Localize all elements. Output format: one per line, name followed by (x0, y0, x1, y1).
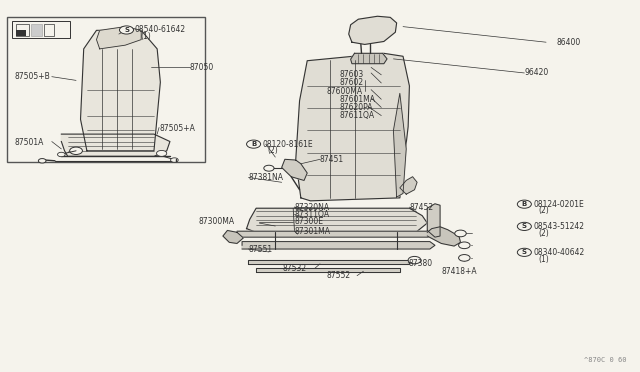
Text: 87451: 87451 (320, 155, 344, 164)
Text: 87551: 87551 (248, 245, 273, 254)
Text: 87501A: 87501A (15, 138, 44, 147)
Text: S: S (522, 249, 527, 255)
Circle shape (517, 222, 531, 231)
Text: S: S (522, 224, 527, 230)
Bar (16, 30, 26, 36)
Text: 08120-8161E: 08120-8161E (262, 140, 313, 149)
Circle shape (455, 230, 467, 237)
Text: 87301MA: 87301MA (294, 227, 330, 236)
Bar (12, 21, 70, 38)
Bar (7, 17, 205, 162)
Text: (2): (2) (268, 146, 278, 155)
Bar (31, 25, 42, 36)
Text: 87620PA: 87620PA (339, 103, 372, 112)
Circle shape (120, 26, 134, 34)
Polygon shape (97, 27, 141, 49)
Text: 87452: 87452 (410, 203, 433, 212)
Text: (1): (1) (140, 32, 150, 41)
Text: ^870C 0 60: ^870C 0 60 (584, 357, 627, 363)
Text: 96420: 96420 (524, 68, 548, 77)
Circle shape (246, 140, 260, 148)
Bar (16, 25, 29, 36)
Polygon shape (351, 53, 387, 64)
Circle shape (171, 158, 178, 162)
Text: 86400: 86400 (556, 38, 580, 47)
Text: 87603: 87603 (339, 70, 364, 79)
Polygon shape (248, 260, 410, 264)
Text: 08543-51242: 08543-51242 (533, 222, 584, 231)
Polygon shape (428, 204, 440, 237)
Text: 87311QA: 87311QA (294, 210, 330, 219)
Text: 87532: 87532 (283, 264, 307, 273)
Polygon shape (242, 241, 435, 249)
Circle shape (58, 152, 65, 157)
Polygon shape (246, 208, 428, 232)
Text: 87505+A: 87505+A (159, 124, 195, 133)
Text: 87320NA: 87320NA (294, 203, 330, 212)
Text: 08340-40642: 08340-40642 (533, 248, 584, 257)
Circle shape (459, 242, 470, 248)
Text: (2): (2) (538, 206, 549, 215)
Text: 87552: 87552 (326, 271, 351, 280)
Circle shape (517, 248, 531, 256)
Polygon shape (394, 93, 406, 197)
Circle shape (38, 158, 46, 163)
Bar (44, 25, 54, 36)
Text: B: B (251, 141, 256, 147)
Circle shape (459, 254, 470, 261)
Text: 87300E: 87300E (294, 218, 323, 227)
Text: 08540-61642: 08540-61642 (135, 25, 186, 35)
Polygon shape (296, 53, 410, 201)
Text: 87505+B: 87505+B (15, 72, 51, 81)
Text: 87611QA: 87611QA (339, 111, 374, 120)
Circle shape (264, 165, 274, 171)
Text: 87381NA: 87381NA (248, 173, 284, 182)
Text: (2): (2) (538, 228, 549, 238)
Circle shape (517, 200, 531, 208)
Text: 08124-0201E: 08124-0201E (533, 200, 584, 209)
Text: 87600MA: 87600MA (326, 87, 362, 96)
Circle shape (70, 147, 83, 154)
Text: 87601MA: 87601MA (339, 95, 375, 104)
Text: B: B (522, 201, 527, 207)
Polygon shape (282, 159, 307, 180)
Circle shape (157, 150, 167, 156)
Polygon shape (256, 267, 400, 272)
Polygon shape (349, 16, 397, 44)
Polygon shape (61, 134, 170, 156)
Text: 87050: 87050 (189, 63, 214, 72)
Polygon shape (237, 231, 442, 237)
Text: 87602: 87602 (339, 78, 364, 87)
Polygon shape (223, 231, 243, 243)
Text: (1): (1) (538, 254, 549, 263)
Circle shape (408, 256, 421, 264)
Polygon shape (400, 177, 417, 194)
Text: 87418+A: 87418+A (442, 267, 477, 276)
Text: 87380: 87380 (408, 259, 432, 267)
Polygon shape (81, 31, 161, 151)
Polygon shape (428, 227, 461, 246)
Text: S: S (124, 27, 129, 33)
Text: 87300MA: 87300MA (198, 218, 235, 227)
